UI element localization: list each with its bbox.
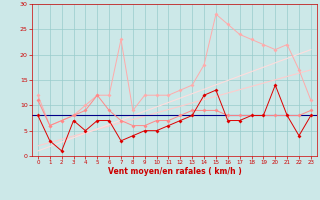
X-axis label: Vent moyen/en rafales ( km/h ): Vent moyen/en rafales ( km/h ) (108, 167, 241, 176)
